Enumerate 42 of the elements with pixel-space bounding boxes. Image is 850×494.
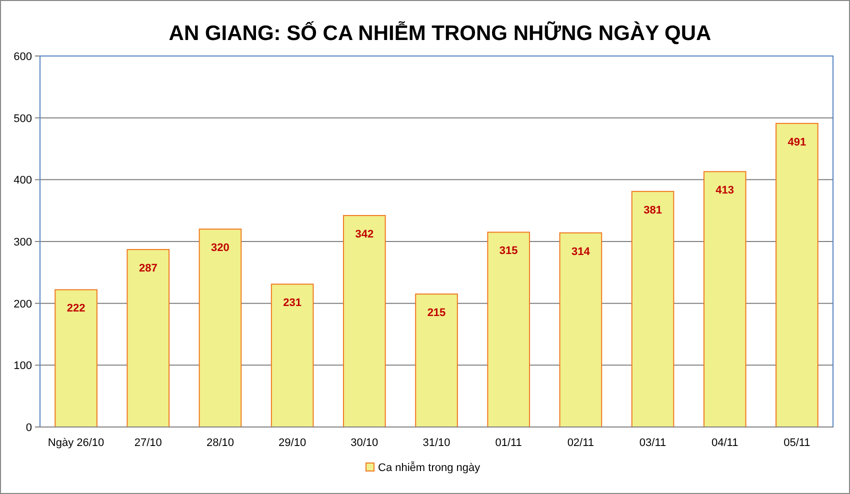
x-tick-label: 30/10 [350,437,378,449]
data-label: 314 [572,246,591,258]
data-label: 231 [283,297,302,310]
data-label: 320 [211,242,230,254]
y-tick-label: 200 [14,298,32,310]
data-label: 413 [716,184,734,197]
bar [487,232,530,428]
x-tick-label: 03/11 [639,437,666,449]
y-tick-label: 400 [14,174,32,187]
x-tick-label: 29/10 [278,437,306,449]
bar [54,289,98,428]
bar [631,190,674,428]
bar [559,232,602,428]
x-tick-label: 05/11 [784,437,810,449]
x-tick-label: Ngày 26/10 [48,437,104,449]
data-label: 222 [66,302,86,315]
chart-title: AN GIANG: SỐ CA NHIỄM TRONG NHỮNG NGÀY QUA [168,21,712,45]
x-tick-label: 28/10 [206,437,234,449]
y-tick-label: 500 [14,112,32,125]
data-label: 491 [788,136,806,148]
y-tick-label: 600 [14,51,32,63]
data-label: 315 [499,245,518,258]
legend-label: Ca nhiễm trong ngày [378,461,481,474]
data-label: 287 [138,262,158,275]
bar [776,122,818,428]
x-tick-label: 04/11 [712,437,738,449]
x-tick-label: 27/10 [134,437,162,449]
y-tick-label: 100 [14,360,32,372]
bar [415,294,458,428]
y-tick-label: 300 [14,236,32,248]
bar [703,171,746,428]
y-tick-label: 0 [26,422,32,434]
bar [126,249,170,428]
bar [270,284,314,428]
x-tick-label: 02/11 [567,437,594,449]
data-label: 215 [427,307,446,320]
bar [198,228,242,428]
x-tick-label: 31/10 [422,437,450,449]
data-label: 381 [644,204,662,216]
x-tick-label: 01/11 [495,437,522,449]
data-label: 342 [355,228,374,241]
bar [343,215,386,428]
